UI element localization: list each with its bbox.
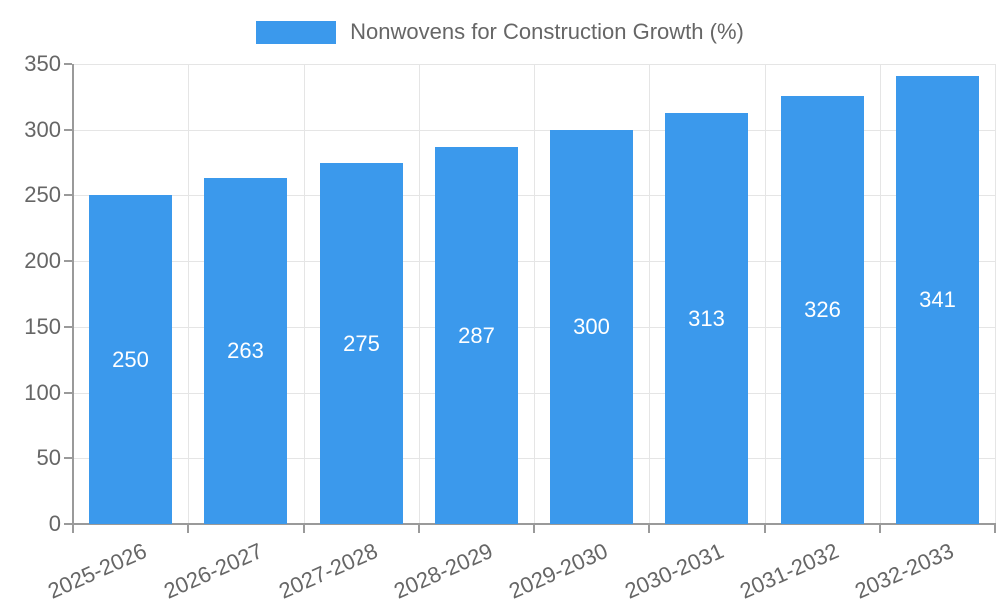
y-axis-label: 50 (36, 445, 61, 470)
y-axis-tick (64, 326, 72, 328)
bar-2027-2028[interactable] (320, 163, 403, 524)
y-axis-tick (64, 457, 72, 459)
y-axis-tick (64, 392, 72, 394)
x-axis-tick (187, 524, 189, 533)
x-axis-label: 2029-2030 (505, 538, 612, 600)
bar-value-label: 287 (458, 322, 495, 348)
bar-value-label: 300 (573, 314, 610, 339)
y-axis-tick (64, 63, 72, 65)
gridline-vertical (880, 64, 881, 524)
y-axis-tick (64, 260, 72, 262)
x-axis-tick (72, 524, 74, 533)
y-axis-label: 200 (24, 248, 61, 273)
gridline-vertical (995, 64, 996, 524)
x-axis-line (72, 523, 996, 525)
bar-2030-2031[interactable] (665, 113, 748, 524)
gridline-vertical (534, 64, 535, 524)
bar-value-label: 250 (112, 346, 149, 372)
bar-2026-2027[interactable] (204, 178, 287, 524)
bar-value-label: 341 (919, 287, 956, 312)
x-axis-label: 2027-2028 (275, 538, 382, 600)
gridline-vertical (419, 64, 420, 524)
x-axis-tick (994, 524, 996, 533)
y-axis-label: 350 (24, 51, 61, 76)
gridline-vertical (765, 64, 766, 524)
y-axis-label: 0 (48, 511, 61, 536)
x-axis-label: 2030-2031 (620, 538, 728, 600)
y-axis-line (72, 64, 74, 524)
y-axis-label: 150 (24, 314, 61, 339)
x-axis-label: 2025-2026 (44, 538, 151, 600)
bar-2029-2030[interactable] (550, 130, 633, 524)
x-axis-tick (648, 524, 650, 533)
y-axis-label: 250 (24, 182, 61, 207)
bar-value-label: 313 (688, 305, 725, 331)
x-axis-label: 2032-2033 (851, 538, 958, 600)
x-axis-tick (533, 524, 535, 533)
x-axis-tick (879, 524, 881, 533)
gridline-vertical (188, 64, 189, 524)
plot-area: 0 50 100 150 200 250 300 350 250 2025-2026 263 2026… (24, 52, 996, 600)
bar-2032-2033[interactable] (896, 76, 979, 524)
x-axis-tick (303, 524, 305, 533)
x-axis-tick (764, 524, 766, 533)
gridline-vertical (304, 64, 305, 524)
bar-value-label: 326 (804, 297, 841, 322)
x-axis-tick (418, 524, 420, 533)
bar-2031-2032[interactable] (781, 96, 864, 524)
y-axis-tick (64, 523, 72, 525)
bar-2028-2029[interactable] (435, 147, 518, 524)
x-axis-label: 2026-2027 (159, 538, 267, 600)
gridline-vertical (649, 64, 650, 524)
y-axis-tick (64, 194, 72, 196)
x-axis-label: 2031-2032 (736, 538, 843, 600)
bar-value-label: 263 (227, 338, 264, 363)
x-axis-label: 2028-2029 (390, 538, 497, 600)
chart-legend[interactable]: Nonwovens for Construction Growth (%) (0, 20, 1000, 44)
y-axis-tick (64, 129, 72, 131)
legend-label: Nonwovens for Construction Growth (%) (350, 19, 744, 44)
y-axis-label: 300 (24, 117, 61, 142)
bar-value-label: 275 (343, 330, 380, 356)
bar-2025-2026[interactable] (89, 195, 172, 524)
legend-swatch (256, 20, 337, 44)
y-axis-label: 100 (24, 380, 61, 405)
